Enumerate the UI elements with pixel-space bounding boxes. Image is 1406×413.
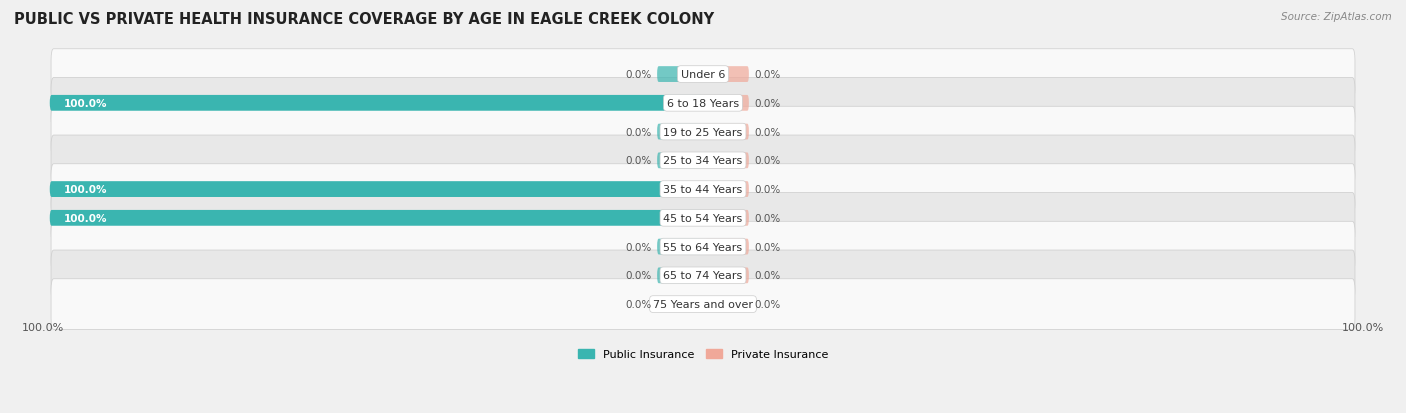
FancyBboxPatch shape xyxy=(704,124,749,140)
Text: 19 to 25 Years: 19 to 25 Years xyxy=(664,127,742,137)
Text: PUBLIC VS PRIVATE HEALTH INSURANCE COVERAGE BY AGE IN EAGLE CREEK COLONY: PUBLIC VS PRIVATE HEALTH INSURANCE COVER… xyxy=(14,12,714,27)
FancyBboxPatch shape xyxy=(704,182,749,197)
FancyBboxPatch shape xyxy=(51,193,1355,244)
FancyBboxPatch shape xyxy=(704,297,749,312)
Text: 0.0%: 0.0% xyxy=(754,242,780,252)
FancyBboxPatch shape xyxy=(49,96,703,112)
FancyBboxPatch shape xyxy=(657,268,702,284)
Text: 100.0%: 100.0% xyxy=(1343,322,1385,332)
Text: 35 to 44 Years: 35 to 44 Years xyxy=(664,185,742,195)
Text: 0.0%: 0.0% xyxy=(754,299,780,309)
Text: 100.0%: 100.0% xyxy=(65,185,108,195)
FancyBboxPatch shape xyxy=(704,96,749,112)
FancyBboxPatch shape xyxy=(51,50,1355,100)
Text: 0.0%: 0.0% xyxy=(626,242,652,252)
FancyBboxPatch shape xyxy=(51,250,1355,301)
FancyBboxPatch shape xyxy=(49,182,703,197)
FancyBboxPatch shape xyxy=(51,136,1355,186)
Text: 0.0%: 0.0% xyxy=(626,70,652,80)
Text: 0.0%: 0.0% xyxy=(754,213,780,223)
FancyBboxPatch shape xyxy=(704,268,749,284)
Text: 0.0%: 0.0% xyxy=(754,127,780,137)
Bar xyxy=(48,236,1358,258)
Bar xyxy=(48,150,1358,172)
Text: 0.0%: 0.0% xyxy=(754,185,780,195)
FancyBboxPatch shape xyxy=(657,67,702,83)
FancyBboxPatch shape xyxy=(657,239,702,255)
FancyBboxPatch shape xyxy=(657,153,702,169)
Bar xyxy=(48,178,1358,201)
Text: 0.0%: 0.0% xyxy=(754,70,780,80)
Text: 0.0%: 0.0% xyxy=(626,156,652,166)
Text: 25 to 34 Years: 25 to 34 Years xyxy=(664,156,742,166)
FancyBboxPatch shape xyxy=(51,164,1355,215)
Text: 100.0%: 100.0% xyxy=(21,322,63,332)
Text: 55 to 64 Years: 55 to 64 Years xyxy=(664,242,742,252)
Text: 75 Years and over: 75 Years and over xyxy=(652,299,754,309)
FancyBboxPatch shape xyxy=(704,239,749,255)
Text: 0.0%: 0.0% xyxy=(626,299,652,309)
Bar xyxy=(48,64,1358,86)
Bar xyxy=(48,93,1358,115)
FancyBboxPatch shape xyxy=(657,297,702,312)
FancyBboxPatch shape xyxy=(49,210,703,226)
Bar xyxy=(48,264,1358,287)
Bar xyxy=(48,207,1358,230)
FancyBboxPatch shape xyxy=(51,78,1355,129)
Text: 100.0%: 100.0% xyxy=(65,213,108,223)
Bar xyxy=(48,121,1358,143)
FancyBboxPatch shape xyxy=(51,279,1355,330)
Text: 6 to 18 Years: 6 to 18 Years xyxy=(666,99,740,109)
Text: 45 to 54 Years: 45 to 54 Years xyxy=(664,213,742,223)
Text: 0.0%: 0.0% xyxy=(626,127,652,137)
Text: Source: ZipAtlas.com: Source: ZipAtlas.com xyxy=(1281,12,1392,22)
FancyBboxPatch shape xyxy=(704,67,749,83)
Text: 0.0%: 0.0% xyxy=(754,156,780,166)
FancyBboxPatch shape xyxy=(51,107,1355,157)
FancyBboxPatch shape xyxy=(704,153,749,169)
Text: 0.0%: 0.0% xyxy=(754,99,780,109)
Text: 0.0%: 0.0% xyxy=(754,271,780,281)
Text: 0.0%: 0.0% xyxy=(626,271,652,281)
Bar xyxy=(48,293,1358,316)
FancyBboxPatch shape xyxy=(704,210,749,226)
Text: Under 6: Under 6 xyxy=(681,70,725,80)
FancyBboxPatch shape xyxy=(51,222,1355,272)
FancyBboxPatch shape xyxy=(657,124,702,140)
Text: 100.0%: 100.0% xyxy=(65,99,108,109)
Legend: Public Insurance, Private Insurance: Public Insurance, Private Insurance xyxy=(574,344,832,363)
Text: 65 to 74 Years: 65 to 74 Years xyxy=(664,271,742,281)
